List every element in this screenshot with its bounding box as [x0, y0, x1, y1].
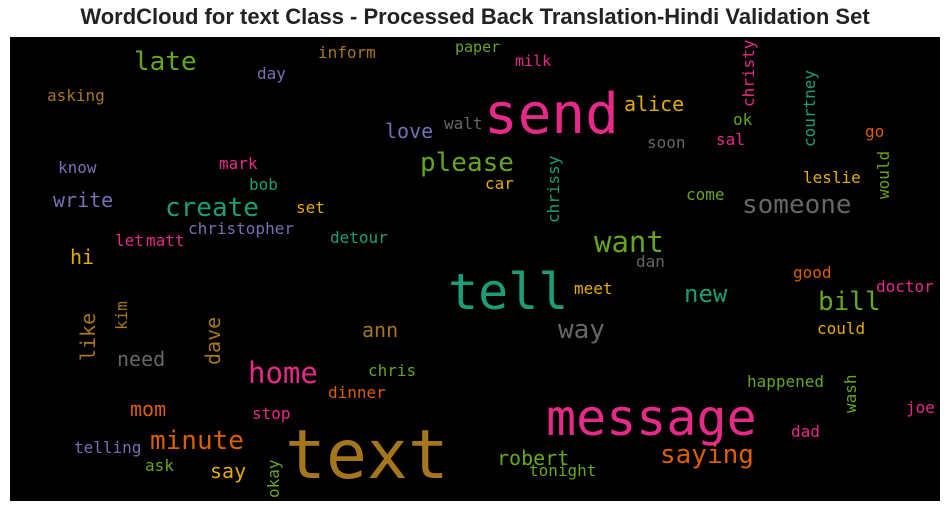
word-stop: stop: [252, 404, 291, 423]
word-dinner: dinner: [328, 383, 386, 402]
word-chris: chris: [368, 361, 417, 380]
word-way: way: [558, 315, 605, 345]
word-send: send: [484, 82, 619, 147]
word-joe: joe: [906, 398, 935, 417]
word-soon: soon: [647, 133, 686, 152]
word-leslie: leslie: [803, 168, 861, 187]
word-create: create: [165, 193, 259, 223]
word-happened: happened: [747, 372, 825, 391]
word-courtney: courtney: [800, 69, 819, 147]
word-set: set: [296, 198, 325, 217]
word-message: message: [546, 389, 757, 447]
word-meet: meet: [574, 279, 613, 298]
word-home: home: [248, 356, 318, 390]
word-car: car: [485, 174, 514, 193]
word-paper: paper: [455, 38, 501, 56]
word-detour: detour: [330, 228, 388, 247]
word-bill: bill: [818, 287, 881, 317]
word-write: write: [53, 188, 114, 212]
word-tell: tell: [448, 263, 569, 321]
word-telling: telling: [74, 438, 142, 457]
word-dan: dan: [636, 252, 665, 271]
word-mom: mom: [130, 397, 167, 421]
word-ask: ask: [145, 456, 174, 475]
word-dave: dave: [201, 316, 225, 365]
word-know: know: [58, 158, 97, 177]
word-christopher: christopher: [188, 219, 294, 238]
word-could: could: [817, 319, 866, 338]
word-dad: dad: [791, 422, 820, 441]
word-late: late: [134, 47, 197, 77]
word-doctor: doctor: [876, 277, 934, 296]
word-walt: walt: [444, 114, 483, 133]
word-go: go: [865, 122, 885, 141]
word-come: come: [686, 185, 725, 204]
word-tonight: tonight: [529, 461, 597, 480]
word-bob: bob: [249, 175, 278, 194]
word-good: good: [793, 263, 832, 282]
word-saying: saying: [660, 440, 754, 470]
word-let: let: [115, 231, 144, 250]
word-say: say: [210, 459, 247, 483]
word-someone: someone: [742, 190, 852, 220]
word-kim: kim: [112, 301, 131, 330]
word-sal: sal: [716, 130, 745, 149]
word-robert: robert: [497, 446, 570, 470]
word-okay: okay: [264, 459, 283, 498]
word-wash: wash: [841, 374, 860, 413]
word-please: please: [420, 148, 514, 178]
word-new: new: [684, 280, 728, 308]
word-milk: milk: [515, 52, 552, 70]
word-text: text: [285, 416, 449, 495]
word-chrissy: chrissy: [544, 155, 563, 223]
chart-title: WordCloud for text Class - Processed Bac…: [80, 4, 870, 29]
word-asking: asking: [47, 86, 105, 105]
word-ok: ok: [733, 110, 753, 129]
word-inform: inform: [318, 43, 376, 62]
word-hi: hi: [70, 245, 95, 269]
word-day: day: [257, 64, 286, 83]
word-alice: alice: [624, 92, 685, 116]
word-need: need: [117, 347, 166, 371]
word-like: like: [76, 312, 100, 361]
word-would: would: [874, 150, 893, 199]
word-cloud: send late inform paper milk day asking a…: [10, 37, 940, 501]
word-love: love: [385, 119, 434, 143]
word-minute: minute: [150, 426, 244, 456]
word-want: want: [594, 225, 664, 259]
word-mark: mark: [219, 154, 258, 173]
word-matt: matt: [146, 231, 185, 250]
word-ann: ann: [362, 318, 399, 342]
word-christy: christy: [739, 39, 758, 107]
